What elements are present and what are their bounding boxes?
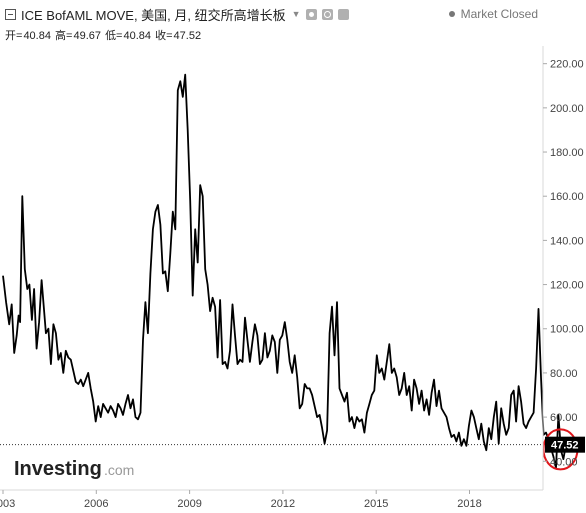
y-tick-label: 100.00 bbox=[550, 324, 584, 336]
low-value: 40.84 bbox=[123, 30, 152, 42]
x-axis-ticks: 2003 2006 2009 2012 2015 2018 bbox=[0, 490, 482, 510]
market-status: Market Closed bbox=[448, 7, 538, 21]
axis-group bbox=[0, 46, 544, 491]
series-line bbox=[2, 73, 567, 469]
open-label: 开= bbox=[5, 30, 23, 42]
series-group bbox=[2, 73, 567, 469]
x-tick-label: 2015 bbox=[364, 498, 388, 510]
chart-header: ICE BofAML MOVE, 美国, 月, 纽交所高增长板 ▼ Market… bbox=[0, 0, 586, 46]
investing-logo: Investing .com bbox=[14, 458, 134, 480]
y-tick-label: 220.00 bbox=[550, 59, 584, 71]
settings-icon[interactable] bbox=[321, 8, 333, 20]
status-dot-icon bbox=[448, 11, 455, 17]
x-tick-label: 2018 bbox=[457, 498, 481, 510]
y-tick-label: 40.00 bbox=[550, 456, 578, 468]
x-tick-label: 2012 bbox=[271, 498, 295, 510]
close-label: 收= bbox=[155, 30, 173, 42]
header-title-row: ICE BofAML MOVE, 美国, 月, 纽交所高增长板 ▼ bbox=[5, 4, 349, 24]
low-label: 低= bbox=[105, 30, 123, 42]
y-tick-label: 180.00 bbox=[550, 147, 584, 159]
price-label-bg bbox=[545, 436, 585, 453]
high-label: 高= bbox=[55, 30, 73, 42]
open-value: 40.84 bbox=[23, 30, 51, 42]
collapse-icon[interactable] bbox=[5, 8, 16, 20]
y-tick-label: 140.00 bbox=[550, 235, 584, 247]
y-tick-label: 120.00 bbox=[550, 280, 584, 292]
y-tick-label: 200.00 bbox=[550, 103, 584, 115]
y-axis-ticks: 220.00 200.00 180.00 160.00 140.00 120.00 100.… bbox=[543, 59, 584, 468]
high-value: 49.67 bbox=[73, 30, 101, 42]
x-tick-label: 2003 bbox=[0, 498, 15, 510]
ohlc-row: 开=40.84 高=49.67 低=40.84 收=47.52 bbox=[5, 27, 202, 43]
y-tick-label: 80.00 bbox=[550, 368, 578, 380]
symbol-title: ICE BofAML MOVE, 美国, 月, 纽交所高增长板 bbox=[21, 7, 286, 23]
market-status-text: Market Closed bbox=[460, 7, 538, 21]
logo-text: Investing bbox=[14, 458, 102, 480]
y-tick-label: 160.00 bbox=[550, 191, 584, 203]
visibility-icon[interactable] bbox=[305, 8, 317, 20]
x-tick-label: 2009 bbox=[177, 498, 201, 510]
logo-suffix: .com bbox=[104, 462, 134, 478]
close-icon[interactable] bbox=[337, 8, 349, 20]
x-tick-label: 2006 bbox=[84, 498, 108, 510]
chevron-down-icon[interactable]: ▼ bbox=[291, 9, 301, 19]
close-value: 47.52 bbox=[173, 30, 202, 42]
price-label-text: 47.52 bbox=[551, 440, 579, 452]
y-tick-label: 60.00 bbox=[550, 412, 578, 424]
last-price-label: 47.52 bbox=[545, 436, 585, 453]
